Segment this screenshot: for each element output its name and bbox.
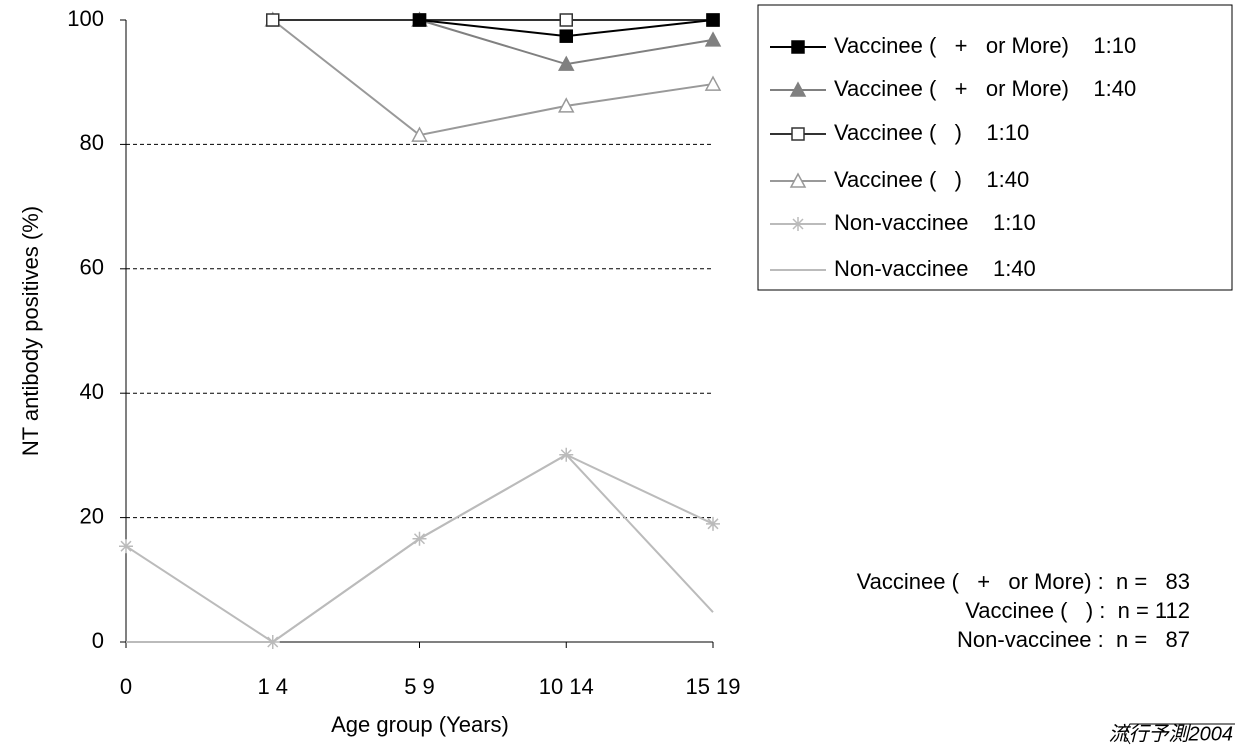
x-tick-label: 0 [120, 674, 132, 699]
x-tick-label: 5 9 [404, 674, 435, 699]
marker [557, 55, 575, 71]
source-frame [1123, 723, 1235, 745]
x-tick-label: 1 4 [257, 674, 288, 699]
series-line [272, 19, 714, 137]
note: Vaccinee ( ) : n = 112 [965, 598, 1190, 623]
legend-label: Vaccinee ( + or More) 1:40 [834, 76, 1136, 101]
y-tick-label: 0 [92, 628, 104, 653]
marker [559, 29, 573, 43]
x-tick-label: 15 19 [685, 674, 740, 699]
marker [706, 13, 720, 27]
y-tick-label: 60 [80, 255, 104, 280]
marker [266, 13, 280, 27]
legend-label: Non-vaccinee 1:40 [834, 256, 1036, 281]
y-tick-label: 40 [80, 379, 104, 404]
y-tick-label: 80 [80, 130, 104, 155]
marker [791, 127, 805, 141]
marker [119, 539, 133, 554]
marker [411, 126, 428, 142]
legend-box [757, 4, 1233, 291]
marker [789, 81, 807, 97]
marker [412, 531, 427, 546]
marker [412, 13, 427, 27]
marker [265, 635, 280, 649]
marker [791, 217, 805, 231]
y-tick-label: 20 [80, 503, 104, 528]
marker [706, 516, 720, 531]
marker [789, 172, 807, 188]
marker [559, 447, 574, 462]
marker [557, 97, 575, 113]
marker [559, 13, 573, 27]
legend-label: Vaccinee ( ) 1:40 [834, 167, 1029, 192]
x-tick-label: 10 14 [539, 674, 594, 699]
x-axis-label: Age group (Years) [331, 712, 509, 737]
y-tick-label: 100 [67, 6, 104, 31]
legend-label: Vaccinee ( ) 1:10 [834, 120, 1029, 145]
legend-label: Non-vaccinee 1:10 [834, 210, 1036, 235]
legend-label: Vaccinee ( + or More) 1:10 [834, 33, 1136, 58]
series-line [125, 453, 714, 644]
note: Non-vaccinee : n = 87 [957, 627, 1190, 652]
note: Vaccinee ( + or More) : n = 83 [857, 569, 1190, 594]
marker [704, 75, 722, 91]
source: 流行予測2004 [1109, 723, 1234, 745]
y-axis-label: NT antibody positives (%) [18, 206, 43, 456]
marker [704, 31, 722, 47]
marker [791, 40, 805, 54]
